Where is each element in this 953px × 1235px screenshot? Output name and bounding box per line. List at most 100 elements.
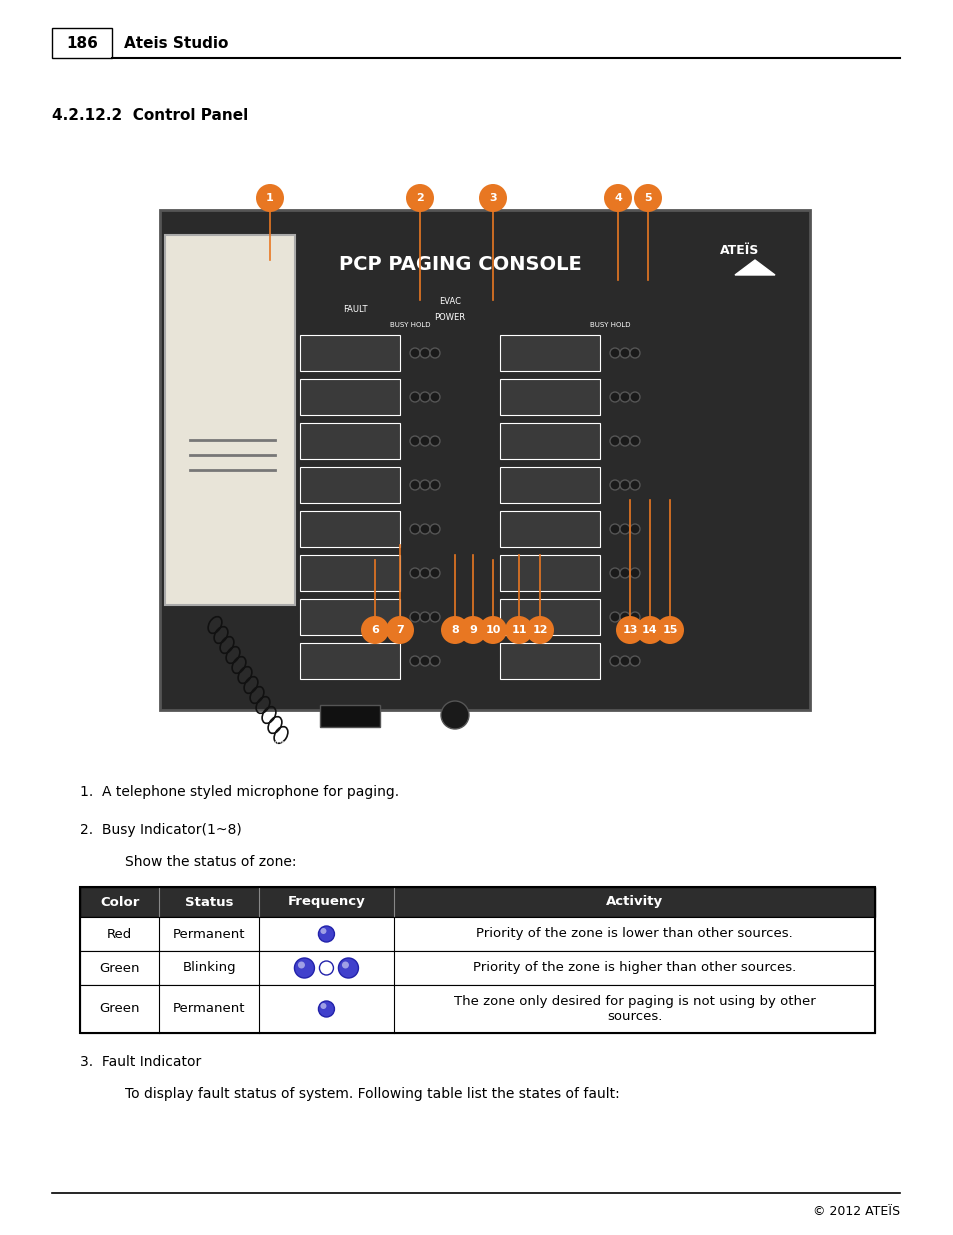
Text: 186: 186 [66, 36, 98, 51]
Polygon shape [734, 261, 774, 275]
Circle shape [619, 613, 629, 622]
Circle shape [629, 436, 639, 446]
Circle shape [440, 616, 469, 643]
Bar [499, 467, 599, 503]
Circle shape [619, 524, 629, 534]
Bar [499, 555, 599, 592]
Text: Ateis Studio: Ateis Studio [124, 36, 228, 51]
Text: PCP PAGING CONSOLE: PCP PAGING CONSOLE [338, 256, 580, 274]
Circle shape [386, 616, 414, 643]
Text: The zone only desired for paging is not using by other
sources.: The zone only desired for paging is not … [454, 995, 815, 1023]
Text: 2: 2 [416, 193, 423, 203]
Text: Frequency: Frequency [287, 895, 365, 909]
Circle shape [419, 348, 430, 358]
Circle shape [410, 480, 419, 490]
Text: Blinking: Blinking [182, 962, 235, 974]
Circle shape [458, 616, 486, 643]
Bar [160, 210, 809, 710]
Text: 4.2.12.2  Control Panel: 4.2.12.2 Control Panel [52, 107, 248, 124]
Circle shape [430, 524, 439, 534]
Bar [499, 643, 599, 679]
Bar [80, 986, 874, 1032]
Circle shape [609, 480, 619, 490]
Text: 6: 6 [371, 625, 378, 635]
Circle shape [338, 958, 358, 978]
Text: Color: Color [100, 895, 139, 909]
Circle shape [410, 524, 419, 534]
Text: 4: 4 [614, 193, 621, 203]
Text: Green: Green [99, 1003, 140, 1015]
Text: Priority of the zone is lower than other sources.: Priority of the zone is lower than other… [476, 927, 792, 941]
Text: FAULT: FAULT [342, 305, 367, 315]
Text: Activity: Activity [605, 895, 662, 909]
Text: 5: 5 [643, 193, 651, 203]
Circle shape [419, 391, 430, 403]
Circle shape [609, 524, 619, 534]
Text: BUSY HOLD: BUSY HOLD [589, 322, 630, 329]
Circle shape [341, 962, 349, 968]
Circle shape [619, 568, 629, 578]
Text: Red: Red [107, 927, 132, 941]
Circle shape [629, 524, 639, 534]
Text: ATEÏS: ATEÏS [720, 243, 759, 257]
Circle shape [419, 656, 430, 666]
Text: To display fault status of system. Following table list the states of fault:: To display fault status of system. Follo… [125, 1087, 619, 1100]
Bar [80, 887, 874, 1032]
Circle shape [410, 568, 419, 578]
Bar [299, 643, 399, 679]
Text: PHONE
SET: PHONE SET [268, 741, 292, 755]
Bar [165, 235, 294, 605]
Text: Permanent: Permanent [172, 927, 245, 941]
Text: 3.  Fault Indicator: 3. Fault Indicator [80, 1055, 201, 1070]
Circle shape [297, 962, 305, 968]
Text: 1.  A telephone styled microphone for paging.: 1. A telephone styled microphone for pag… [80, 785, 398, 799]
Text: BUSY HOLD: BUSY HOLD [390, 322, 430, 329]
Circle shape [318, 1002, 335, 1016]
Circle shape [656, 616, 683, 643]
Bar [52, 28, 112, 58]
Circle shape [619, 348, 629, 358]
Text: EVAC: EVAC [438, 298, 460, 306]
Text: 8: 8 [451, 625, 458, 635]
Circle shape [619, 391, 629, 403]
Circle shape [478, 184, 506, 212]
Text: 15: 15 [661, 625, 677, 635]
Circle shape [410, 656, 419, 666]
Text: 2.  Busy Indicator(1~8): 2. Busy Indicator(1~8) [80, 823, 241, 837]
Circle shape [319, 961, 334, 974]
Bar [319, 705, 379, 727]
Text: Permanent: Permanent [172, 1003, 245, 1015]
Text: Status: Status [185, 895, 233, 909]
Circle shape [619, 480, 629, 490]
Circle shape [629, 613, 639, 622]
Circle shape [616, 616, 643, 643]
Circle shape [430, 568, 439, 578]
Circle shape [629, 656, 639, 666]
Circle shape [410, 436, 419, 446]
Bar [299, 467, 399, 503]
Bar [499, 599, 599, 635]
Bar [299, 511, 399, 547]
Bar [499, 379, 599, 415]
Bar [299, 335, 399, 370]
Circle shape [609, 568, 619, 578]
Circle shape [609, 436, 619, 446]
Circle shape [440, 701, 469, 729]
Circle shape [410, 348, 419, 358]
Text: 1: 1 [266, 193, 274, 203]
Bar [299, 424, 399, 459]
Circle shape [320, 927, 326, 934]
Circle shape [430, 436, 439, 446]
Circle shape [419, 436, 430, 446]
Circle shape [525, 616, 554, 643]
Circle shape [609, 391, 619, 403]
Text: 14: 14 [641, 625, 658, 635]
Text: 13: 13 [621, 625, 637, 635]
Circle shape [294, 958, 314, 978]
Circle shape [320, 1003, 326, 1009]
Circle shape [430, 656, 439, 666]
Circle shape [406, 184, 434, 212]
Circle shape [636, 616, 663, 643]
Circle shape [255, 184, 284, 212]
Circle shape [419, 613, 430, 622]
